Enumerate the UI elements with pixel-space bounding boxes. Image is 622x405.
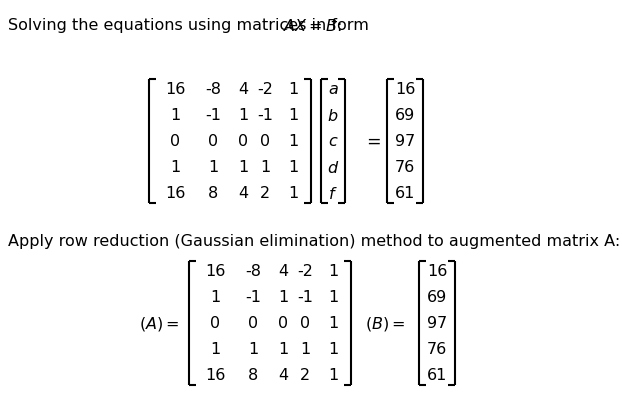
Text: 1: 1 [288, 160, 298, 175]
Text: 1: 1 [288, 186, 298, 201]
Text: 1: 1 [238, 108, 248, 123]
Text: 16: 16 [165, 186, 185, 201]
Text: 4: 4 [278, 368, 288, 383]
Text: 1: 1 [278, 342, 288, 357]
Text: 16: 16 [205, 264, 225, 279]
Text: -1: -1 [205, 108, 221, 123]
Text: 1: 1 [210, 342, 220, 357]
Text: 4: 4 [278, 264, 288, 279]
Text: 8: 8 [248, 368, 258, 383]
Text: 1: 1 [328, 290, 338, 305]
Text: Apply row reduction (Gaussian elimination) method to augmented matrix A:: Apply row reduction (Gaussian eliminatio… [8, 233, 620, 248]
Text: 1: 1 [170, 108, 180, 123]
Text: -1: -1 [297, 290, 313, 305]
Text: 16: 16 [395, 82, 415, 97]
Text: 2: 2 [300, 368, 310, 383]
Text: 1: 1 [278, 290, 288, 305]
Text: 0: 0 [208, 134, 218, 149]
Text: 8: 8 [208, 186, 218, 201]
Text: $c$: $c$ [328, 134, 338, 149]
Text: 16: 16 [165, 82, 185, 97]
Text: 1: 1 [328, 264, 338, 279]
Text: 76: 76 [395, 160, 415, 175]
Text: 0: 0 [210, 316, 220, 331]
Text: 16: 16 [427, 264, 447, 279]
Text: $b$: $b$ [327, 108, 339, 124]
Text: 1: 1 [248, 342, 258, 357]
Text: 1: 1 [170, 160, 180, 175]
Text: 1: 1 [300, 342, 310, 357]
Text: 76: 76 [427, 342, 447, 357]
Text: $(A) =$: $(A) =$ [139, 314, 179, 332]
Text: Solving the equations using matrices in form: Solving the equations using matrices in … [8, 18, 374, 33]
Text: 1: 1 [260, 160, 270, 175]
Text: 1: 1 [208, 160, 218, 175]
Text: 0: 0 [260, 134, 270, 149]
Text: 1: 1 [328, 342, 338, 357]
Text: 16: 16 [205, 368, 225, 383]
Text: 1: 1 [288, 82, 298, 97]
Text: -1: -1 [257, 108, 273, 123]
Text: =: = [366, 133, 380, 151]
Text: -8: -8 [205, 82, 221, 97]
Text: -1: -1 [245, 290, 261, 305]
Text: $(B) =$: $(B) =$ [365, 314, 406, 332]
Text: $d$: $d$ [327, 160, 339, 175]
Text: 1: 1 [238, 160, 248, 175]
Text: 97: 97 [427, 316, 447, 331]
Text: 1: 1 [288, 134, 298, 149]
Text: $a$: $a$ [328, 82, 338, 97]
Text: 69: 69 [427, 290, 447, 305]
Text: 97: 97 [395, 134, 415, 149]
Text: 61: 61 [395, 186, 415, 201]
Text: 0: 0 [278, 316, 288, 331]
Text: 61: 61 [427, 368, 447, 383]
Text: -2: -2 [297, 264, 313, 279]
Text: 0: 0 [248, 316, 258, 331]
Text: 1: 1 [328, 368, 338, 383]
Text: 0: 0 [300, 316, 310, 331]
Text: 0: 0 [170, 134, 180, 149]
Text: 0: 0 [238, 134, 248, 149]
Text: 1: 1 [328, 316, 338, 331]
Text: 1: 1 [288, 108, 298, 123]
Text: $f$: $f$ [328, 185, 338, 202]
Text: 1: 1 [210, 290, 220, 305]
Text: 4: 4 [238, 186, 248, 201]
Text: 69: 69 [395, 108, 415, 123]
Text: -2: -2 [257, 82, 273, 97]
Text: 2: 2 [260, 186, 270, 201]
Text: -8: -8 [245, 264, 261, 279]
Text: $AX = B$:: $AX = B$: [283, 18, 342, 34]
Text: 4: 4 [238, 82, 248, 97]
